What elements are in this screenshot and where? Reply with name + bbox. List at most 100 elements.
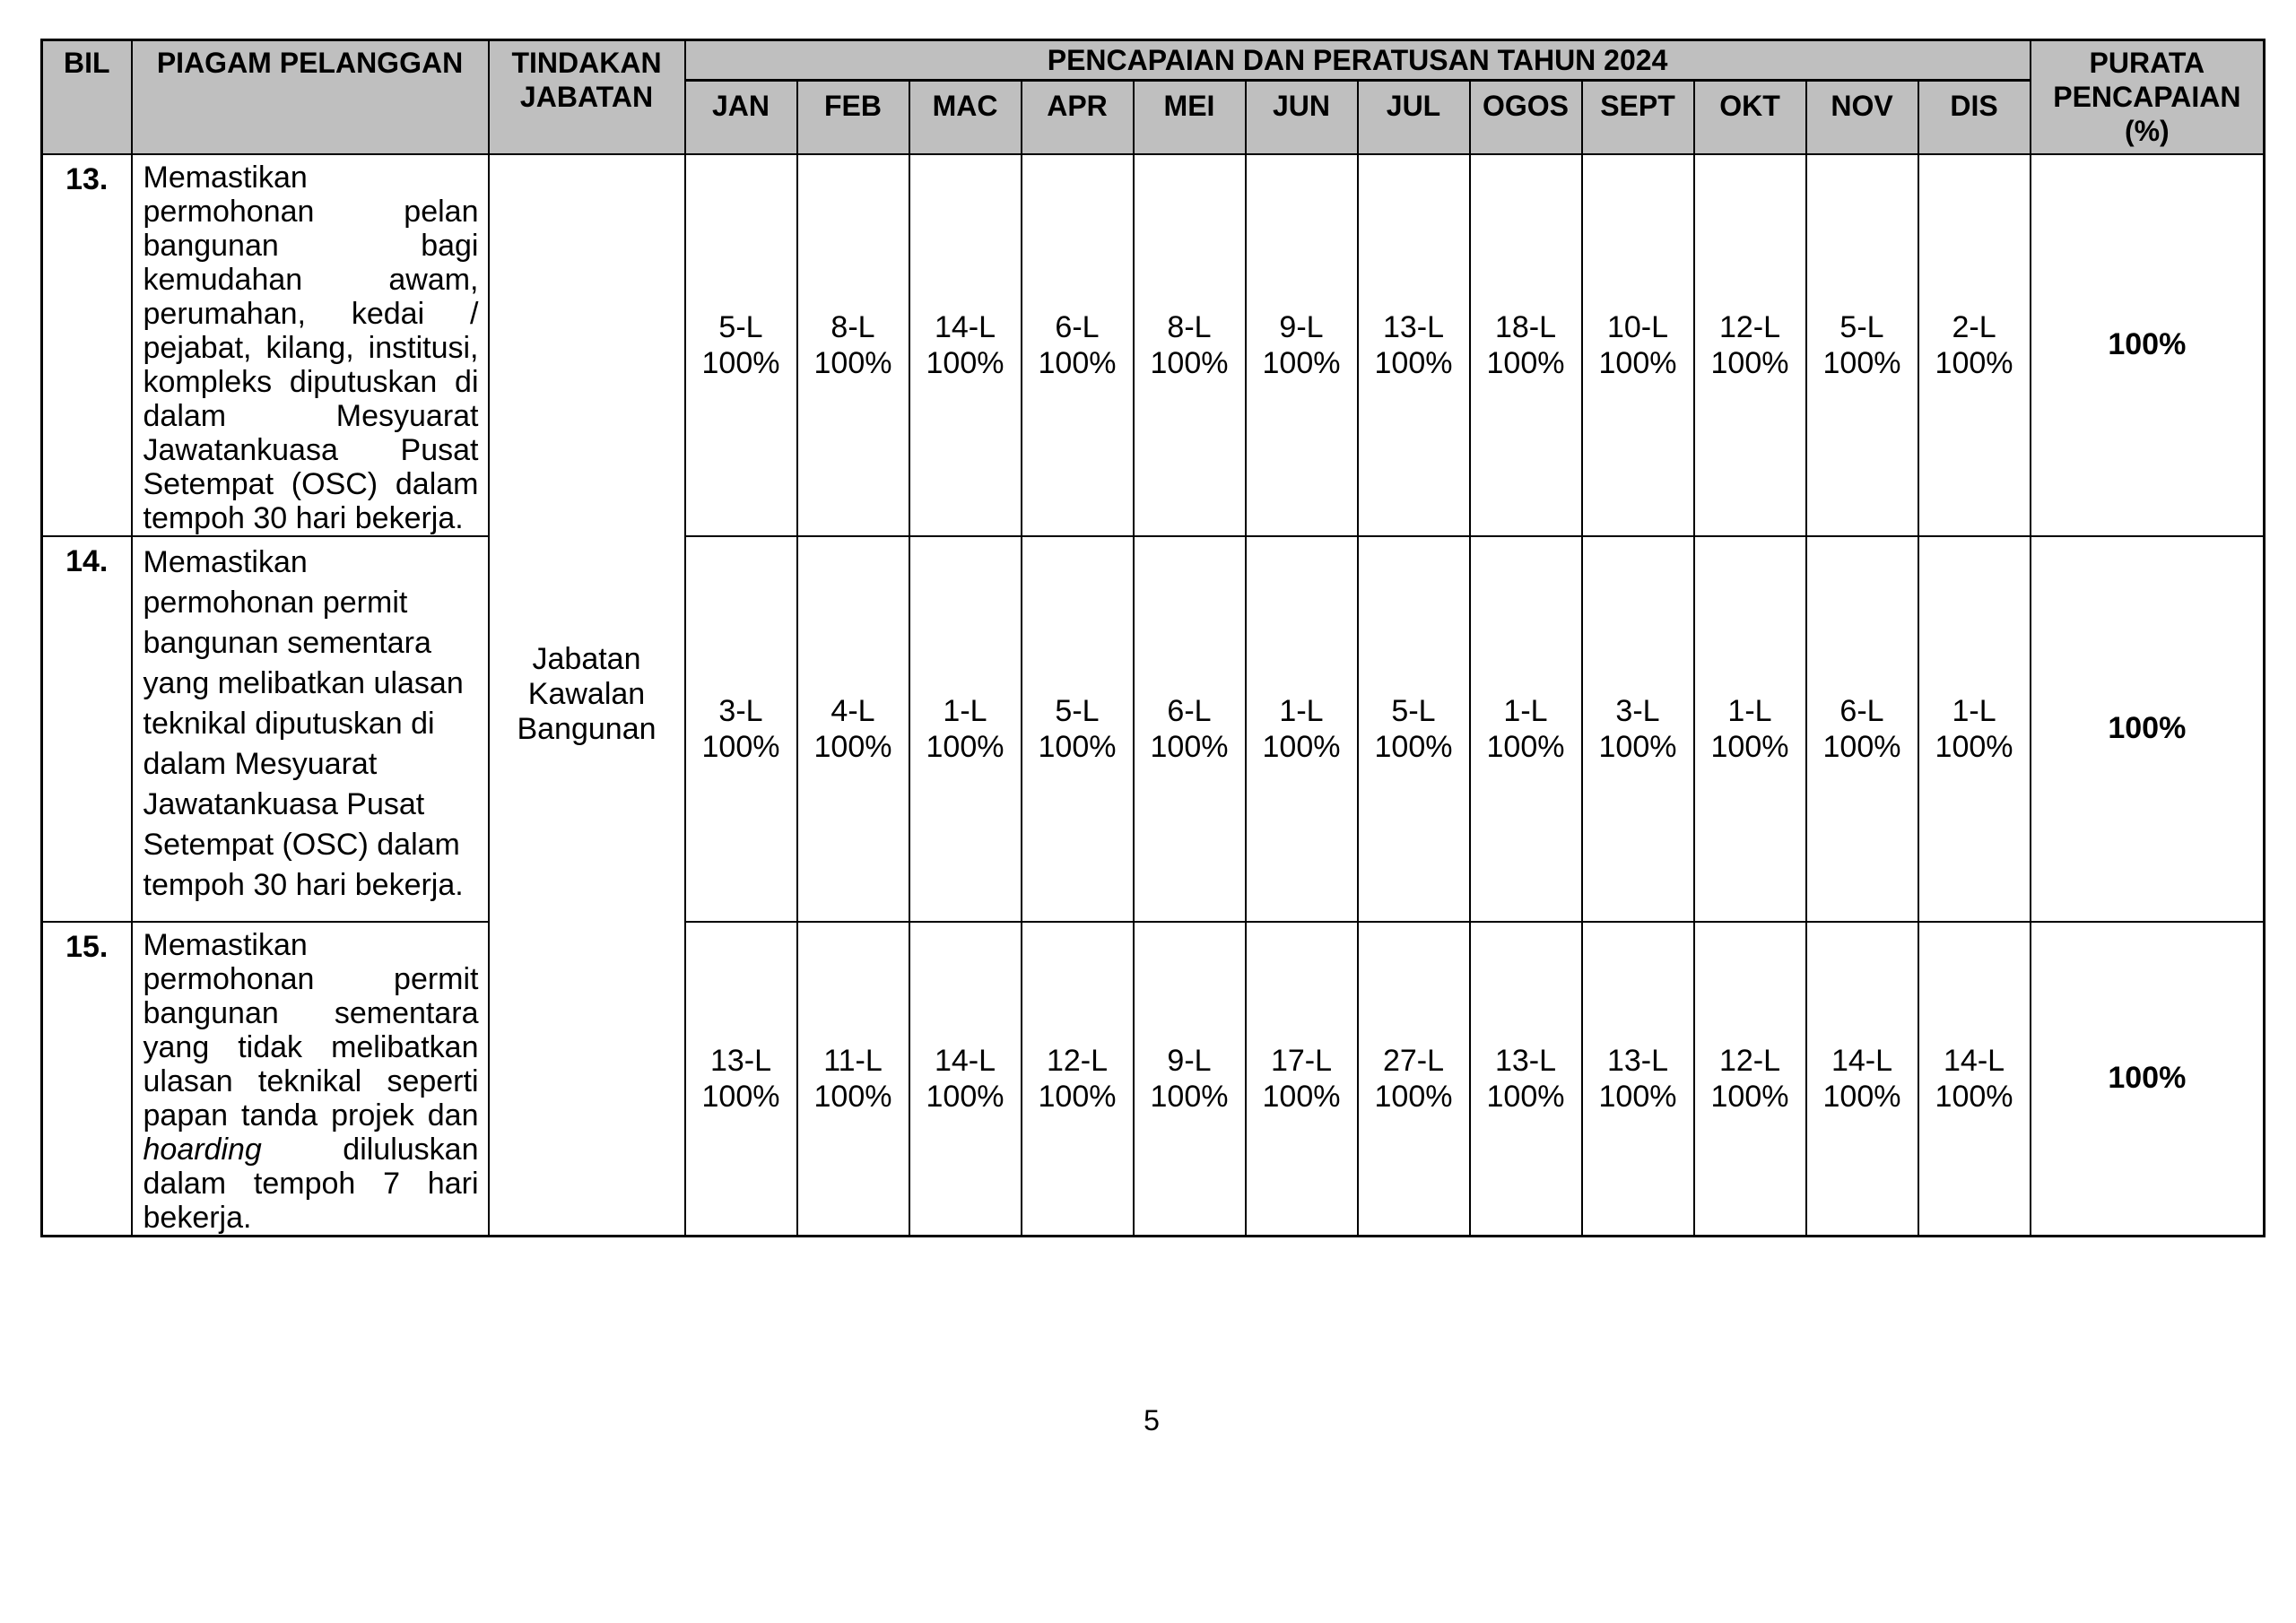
achievement-percent: 100% [1262,1079,1341,1114]
header-pencapaian-title: PENCAPAIAN DAN PERATUSAN TAHUN 2024 [683,39,2031,82]
piagam-cell-14: Memastikan permohonan permit bangunan se… [130,534,490,923]
achievement-15-okt: 12-L 100% [1692,920,1807,1237]
tindakan-jabatan-cell: Jabatan Kawalan Bangunan [487,152,686,1237]
header-month-sept: SEPT [1580,79,1695,155]
charter-text-15: Memastikan permohonan permit bangunan se… [143,927,479,1133]
achievement-count: 13-L [1494,1043,1557,1078]
achievement-percent: 100% [1710,1079,1789,1114]
achievement-count: 1-L [943,693,987,728]
achievement-percent: 100% [1598,345,1677,380]
achievement-13-apr: 6-L 100% [1020,152,1135,537]
achievement-percent: 100% [1486,345,1565,380]
piagam-cell-15: Memastikan permohonan permit bangunan se… [130,920,490,1237]
achievement-14-mei: 6-L 100% [1132,534,1247,923]
achievement-percent: 100% [1262,729,1341,764]
achievement-14-mac: 1-L 100% [908,534,1022,923]
achievement-percent: 100% [1822,1079,1901,1114]
achievement-13-dis: 2-L 100% [1917,152,2031,537]
charter-text-15-after: diluluskan dalam tempoh 7 hari bekerja. [143,1132,479,1235]
achievement-count: 5-L [1391,693,1436,728]
table-row-15: 15. Memastikan permohonan permit banguna… [40,920,2266,1237]
header-month-okt: OKT [1692,79,1807,155]
achievement-count: 12-L [1718,1043,1781,1078]
piagam-cell-13: Memastikan permohonan pelan bangunan bag… [130,152,490,537]
charter-text-13: Memastikan permohonan pelan bangunan bag… [143,160,479,535]
header-month-ogos: OGOS [1468,79,1583,155]
header-month-feb: FEB [796,79,910,155]
achievement-count: 1-L [1279,693,1324,728]
achievement-percent: 100% [1710,729,1789,764]
achievement-percent: 100% [1935,1079,2013,1114]
achievement-percent: 100% [813,729,892,764]
achievement-14-apr: 5-L 100% [1020,534,1135,923]
achievement-14-jul: 5-L 100% [1356,534,1471,923]
achievement-count: 6-L [1055,309,1100,344]
achievement-count: 14-L [934,1043,996,1078]
achievement-percent: 100% [1150,1079,1229,1114]
achievement-count: 13-L [709,1043,772,1078]
achievement-count: 18-L [1494,309,1557,344]
header-month-dis: DIS [1917,79,2031,155]
achievement-count: 2-L [1952,309,1996,344]
table-row-14: 14. Memastikan permohonan permit banguna… [40,534,2266,923]
achievement-percent: 100% [1150,729,1229,764]
header-month-mei: MEI [1132,79,1247,155]
achievement-percent: 100% [1822,345,1901,380]
achievement-percent: 100% [813,1079,892,1114]
achievement-14-feb: 4-L 100% [796,534,910,923]
achievement-13-jul: 13-L 100% [1356,152,1471,537]
achievement-percent: 100% [1374,1079,1453,1114]
achievement-15-jul: 27-L 100% [1356,920,1471,1237]
achievement-count: 13-L [1382,309,1445,344]
achievement-count: 4-L [831,693,875,728]
achievement-count: 12-L [1046,1043,1109,1078]
achievement-count: 6-L [1167,693,1212,728]
achievement-15-ogos: 13-L 100% [1468,920,1583,1237]
achievement-percent: 100% [701,345,780,380]
achievement-count: 1-L [1727,693,1772,728]
charter-text-15-italic: hoarding [143,1132,262,1167]
achievement-percent: 100% [926,345,1004,380]
table-header: BIL PIAGAM PELANGGAN TINDAKAN JABATAN PE… [40,39,2266,155]
achievement-count: 1-L [1952,693,1996,728]
achievement-percent: 100% [1486,1079,1565,1114]
achievement-percent: 100% [926,729,1004,764]
achievement-percent: 100% [701,1079,780,1114]
achievement-13-mei: 8-L 100% [1132,152,1247,537]
achievement-count: 8-L [831,309,875,344]
achievement-13-jun: 9-L 100% [1244,152,1359,537]
achievement-count: 13-L [1606,1043,1669,1078]
achievement-13-feb: 8-L 100% [796,152,910,537]
achievement-count: 14-L [1831,1043,1893,1078]
page-number: 5 [1144,1404,1160,1436]
achievement-percent: 100% [1935,729,2013,764]
achievement-count: 11-L [823,1043,883,1078]
achievement-percent: 100% [701,729,780,764]
achievement-13-ogos: 18-L 100% [1468,152,1583,537]
header-month-jul: JUL [1356,79,1471,155]
purata-cell-14: 100% [2029,534,2266,923]
header-month-mac: MAC [908,79,1022,155]
bil-cell-13: 13. [40,152,133,537]
achievement-percent: 100% [1038,1079,1117,1114]
achievement-percent: 100% [1486,729,1565,764]
achievement-13-okt: 12-L 100% [1692,152,1807,537]
header-month-jan: JAN [683,79,798,155]
achievement-14-dis: 1-L 100% [1917,534,2031,923]
achievement-percent: 100% [1038,729,1117,764]
achievement-count: 9-L [1279,309,1324,344]
achievement-count: 12-L [1718,309,1781,344]
achievement-15-feb: 11-L 100% [796,920,910,1237]
achievement-15-apr: 12-L 100% [1020,920,1135,1237]
achievement-percent: 100% [1598,729,1677,764]
achievement-count: 9-L [1167,1043,1212,1078]
achievement-13-mac: 14-L 100% [908,152,1022,537]
achievement-count: 10-L [1606,309,1669,344]
purata-cell-15: 100% [2029,920,2266,1237]
achievement-14-sept: 3-L 100% [1580,534,1695,923]
achievement-15-sept: 13-L 100% [1580,920,1695,1237]
achievement-percent: 100% [1710,345,1789,380]
achievement-percent: 100% [926,1079,1004,1114]
header-month-jun: JUN [1244,79,1359,155]
achievement-count: 3-L [718,693,763,728]
